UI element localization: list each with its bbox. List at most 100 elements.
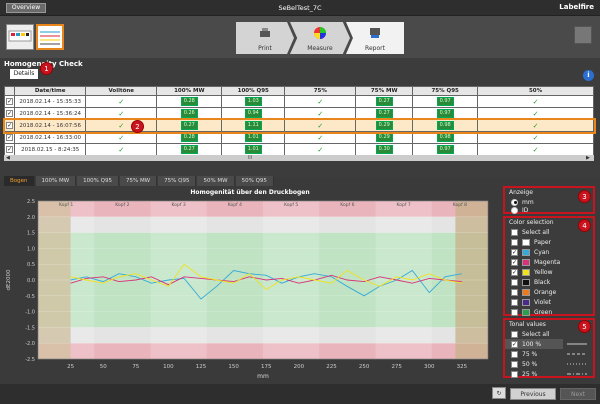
tonal-values-title: Tonal values <box>509 321 546 328</box>
tonal-option[interactable]: 75 % <box>505 349 593 359</box>
x-tick-label: 25 <box>67 364 74 370</box>
row-checkbox[interactable]: ✓ <box>6 98 14 105</box>
color-option-magenta[interactable]: ✓ Magenta <box>505 257 593 267</box>
tab-50-mw[interactable]: 50% MW <box>197 176 235 186</box>
tonal-checkbox[interactable] <box>511 370 518 378</box>
cell-value: 1.03 <box>244 97 262 106</box>
color-checkbox[interactable]: ✓ <box>511 268 518 276</box>
line-style-sample <box>567 363 587 365</box>
col-100q95[interactable]: 100% Q95 <box>221 86 286 96</box>
color-option-yellow[interactable]: ✓ Yellow <box>505 267 593 277</box>
tab-50-q95[interactable]: 50% Q95 <box>235 176 274 186</box>
y-tick-label: 2.0 <box>27 215 35 221</box>
x-tick-label: 325 <box>457 364 468 370</box>
color-option-cyan[interactable]: ✓ Cyan <box>505 247 593 257</box>
line-style-sample <box>567 343 587 345</box>
tonal-checkbox[interactable] <box>511 330 518 338</box>
color-checkbox[interactable]: ✓ <box>511 258 518 266</box>
details-tab[interactable]: Details <box>10 69 38 79</box>
table-horizontal-scrollbar[interactable]: ◀ III ▶ <box>4 155 594 161</box>
col-75mw[interactable]: 75% MW <box>355 86 414 96</box>
report-icon <box>370 28 380 38</box>
color-option-select-all[interactable]: Select all <box>505 227 593 237</box>
check-icon: ✓ <box>118 97 125 106</box>
tab-75-mw[interactable]: 75% MW <box>119 176 158 186</box>
color-selection-title: Color selection <box>509 219 554 226</box>
tab-100-q95[interactable]: 100% Q95 <box>77 176 119 186</box>
tab-75-q95[interactable]: 75% Q95 <box>158 176 197 186</box>
color-checkbox[interactable] <box>511 278 518 286</box>
col-100mw[interactable]: 100% MW <box>156 86 223 96</box>
table-row[interactable]: ✓ 2018.02.15 - 8:24:35 ✓ 0.27 1.01 ✓ 0.3… <box>3 143 594 156</box>
cell-value: 0.28 <box>180 133 198 142</box>
scroll-thumb[interactable]: III <box>247 155 253 161</box>
unit-mm-option[interactable]: mm <box>505 197 593 207</box>
tonal-checkbox[interactable]: ✓ <box>511 340 518 348</box>
col-volltoene[interactable]: Volltöne <box>85 86 158 96</box>
kopf-label: Kopf 8 <box>453 202 467 208</box>
color-option-black[interactable]: Black <box>505 277 593 287</box>
color-checkbox[interactable] <box>511 288 518 296</box>
x-axis-label: mm <box>257 373 269 380</box>
color-option-orange[interactable]: Orange <box>505 287 593 297</box>
line-style-sample <box>567 353 587 355</box>
tab-100-mw[interactable]: 100% MW <box>35 176 77 186</box>
color-selection-panel: Color selection Select all Paper ✓ Cyan ✓ Mag… <box>503 216 595 316</box>
print-sheet-thumbnail[interactable] <box>6 24 34 50</box>
check-icon: ✓ <box>118 121 125 130</box>
previous-button[interactable]: Previous <box>510 388 556 400</box>
color-option-violet[interactable]: Violet <box>505 297 593 307</box>
next-button[interactable]: Next <box>560 388 596 400</box>
step-print[interactable]: Print <box>236 22 294 54</box>
sheet-margin-band <box>38 201 71 359</box>
col-75[interactable]: 75% <box>284 86 357 96</box>
radio-mm[interactable] <box>511 198 518 206</box>
scroll-left-icon[interactable]: ◀ <box>6 155 10 161</box>
color-checkbox[interactable] <box>511 238 518 246</box>
tonal-option[interactable]: Select all <box>505 329 593 339</box>
color-checkbox[interactable]: ✓ <box>511 248 518 256</box>
kopf-label: Kopf 6 <box>340 202 354 208</box>
step-measure[interactable]: Measure <box>290 22 350 54</box>
table-row-selected[interactable]: ✓ 2018.02.14 - 16:07:56 ✓ 0.27 1.11 ✓ 0.… <box>2 117 596 134</box>
col-datetime[interactable]: Date/time <box>14 86 87 96</box>
scroll-right-icon[interactable]: ▶ <box>586 155 590 161</box>
tonal-option[interactable]: 25 % <box>505 369 593 379</box>
row-checkbox[interactable]: ✓ <box>6 110 14 117</box>
radio-id[interactable] <box>511 206 518 214</box>
step-report[interactable]: Report <box>346 22 404 54</box>
color-checkbox[interactable] <box>511 298 518 306</box>
overview-button[interactable]: Overview <box>6 3 46 13</box>
unit-id-option[interactable]: ID <box>505 205 593 215</box>
check-icon: ✓ <box>317 121 324 130</box>
table-row[interactable]: ✓ 2018.02.14 - 15:36:24 ✓ 0.26 0.94 ✓ 0.… <box>3 107 594 120</box>
table-row[interactable]: ✓ 2018.02.14 - 15:35:33 ✓ 0.28 1.03 ✓ 0.… <box>3 95 594 108</box>
cell-datetime: 2018.02.14 - 16:33:00 <box>14 131 87 144</box>
kopf-label: Kopf 4 <box>228 202 242 208</box>
color-checkbox[interactable] <box>511 308 518 316</box>
color-checkbox[interactable] <box>511 228 518 236</box>
tonal-checkbox[interactable] <box>511 350 518 358</box>
row-checkbox[interactable]: ✓ <box>6 122 14 129</box>
tab-bogen[interactable]: Bogen <box>4 176 35 186</box>
tonal-option[interactable]: 50 % <box>505 359 593 369</box>
tonal-label: 25 % <box>522 370 538 378</box>
row-checkbox[interactable]: ✓ <box>6 134 14 141</box>
info-icon[interactable]: i <box>583 70 594 81</box>
color-option-paper[interactable]: Paper <box>505 237 593 247</box>
printer-device-icon[interactable] <box>574 26 592 44</box>
col-75q95[interactable]: 75% Q95 <box>412 86 479 96</box>
report-chart-thumbnail[interactable] <box>36 24 64 50</box>
row-checkbox[interactable]: ✓ <box>6 146 14 153</box>
cell-datetime: 2018.02.14 - 16:07:56 <box>14 119 87 132</box>
tonal-checkbox[interactable] <box>511 360 518 368</box>
color-option-green[interactable]: Green <box>505 307 593 317</box>
tonal-option[interactable]: ✓ 100 % <box>505 339 587 349</box>
col-50[interactable]: 50% <box>477 86 594 96</box>
kopf-label: Kopf 5 <box>284 202 298 208</box>
table-row[interactable]: ✓ 2018.02.14 - 16:33:00 ✓ 0.28 1.01 ✓ 0.… <box>3 131 594 144</box>
printer-icon <box>260 28 270 37</box>
footer-bar <box>0 384 600 404</box>
refresh-button[interactable]: ↻ <box>492 387 506 399</box>
color-swatch <box>522 298 530 306</box>
